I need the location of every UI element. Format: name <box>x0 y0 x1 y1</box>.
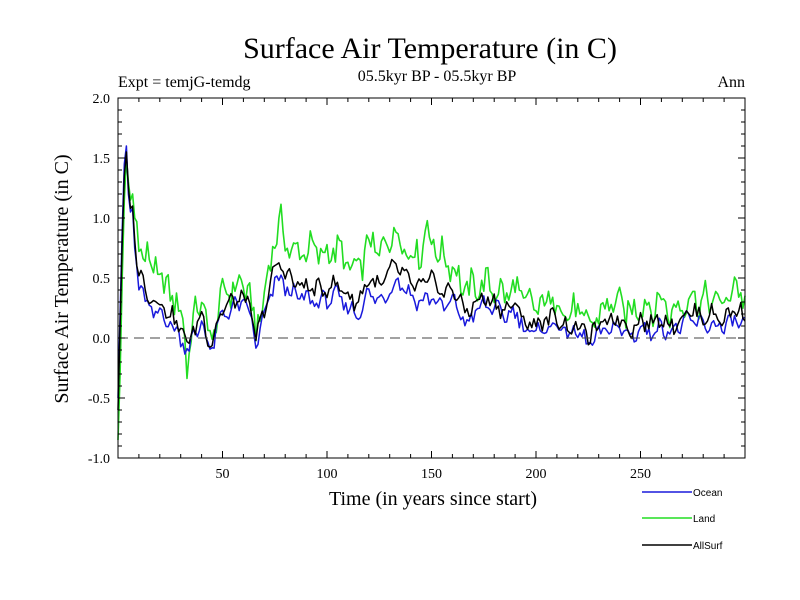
chart-title: Surface Air Temperature (in C) <box>243 32 617 65</box>
y-tick-label: -1.0 <box>88 452 110 467</box>
series-layer <box>117 145 746 441</box>
tick-layer: -1.0 -0.5 0.0 0.5 1.0 1.5 2.0 50 100 150 200 250 <box>88 92 745 482</box>
x-axis-label: Time (in years since start) <box>329 488 537 510</box>
legend-label-ocean: Ocean <box>693 488 722 499</box>
x-tick-label: 100 <box>317 467 338 482</box>
y-tick-label: 2.0 <box>93 92 111 107</box>
season-label: Ann <box>717 74 745 91</box>
series-line-ocean <box>117 145 746 399</box>
legend: Ocean Land AllSurf <box>642 488 723 552</box>
y-tick-label: 0.0 <box>93 332 111 347</box>
y-tick-label: -0.5 <box>88 392 110 407</box>
x-tick-label: 50 <box>216 467 230 482</box>
x-tick-label: 200 <box>526 467 547 482</box>
y-axis-label: Surface Air Temperature (in C) <box>51 154 73 403</box>
experiment-label: Expt = temjG-temdg <box>118 74 251 91</box>
legend-label-land: Land <box>693 514 715 525</box>
series-line-allsurf <box>117 151 746 411</box>
x-tick-label: 250 <box>630 467 651 482</box>
y-tick-label: 1.0 <box>93 212 111 227</box>
y-tick-label: 0.5 <box>93 272 111 287</box>
chart-subtitle: 05.5kyr BP - 05.5kyr BP <box>358 68 517 85</box>
x-tick-label: 150 <box>421 467 442 482</box>
y-tick-label: 1.5 <box>93 152 111 167</box>
legend-label-allsurf: AllSurf <box>693 541 723 552</box>
